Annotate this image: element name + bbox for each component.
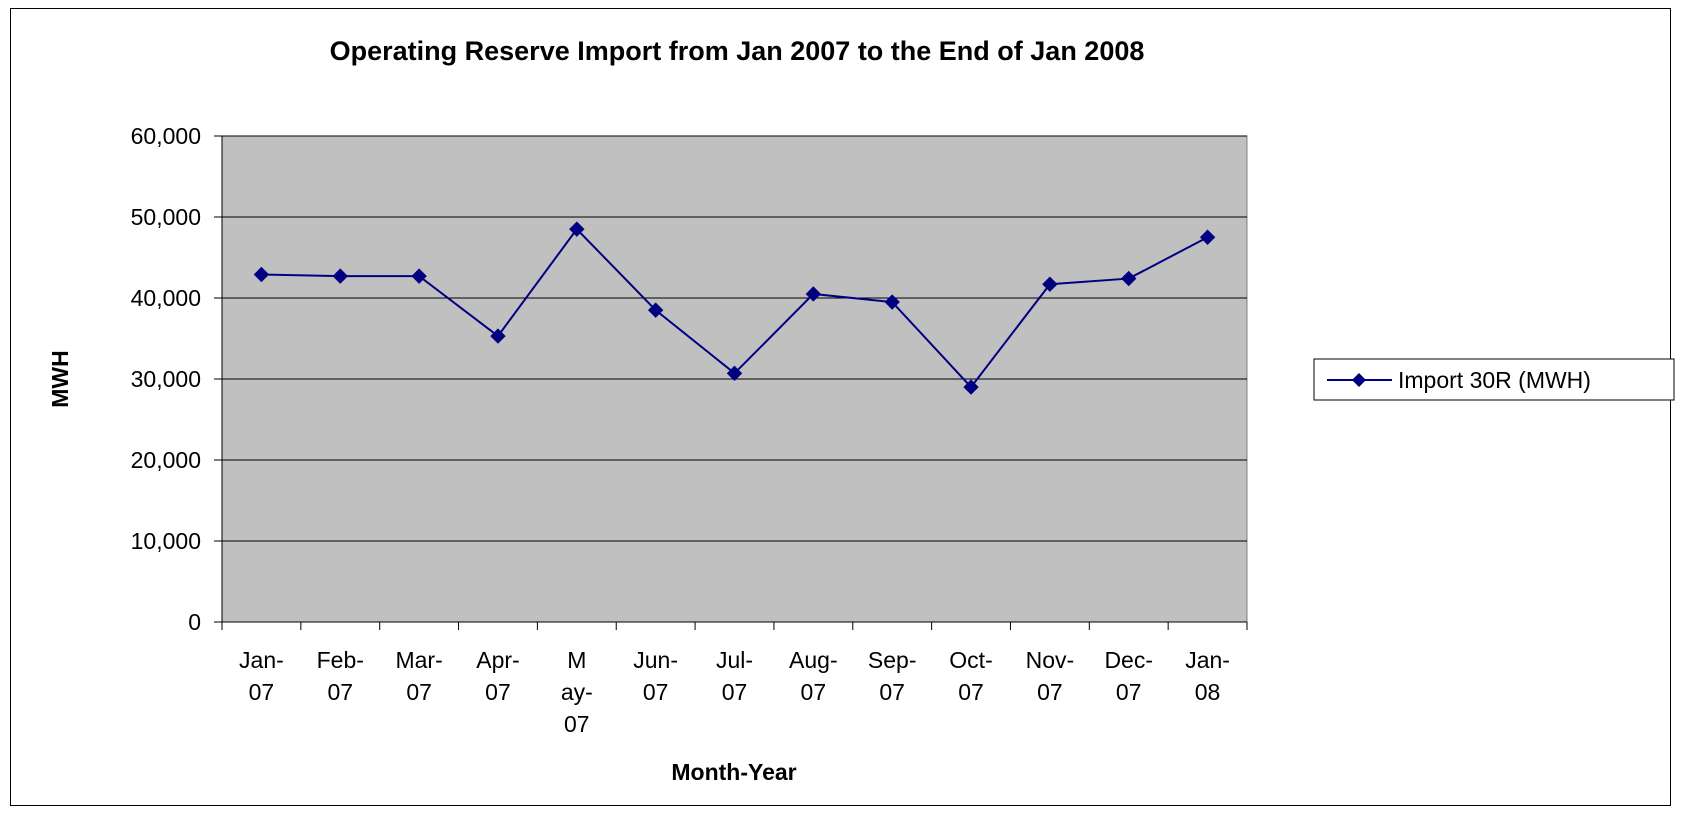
x-axis-title: Month-Year: [671, 759, 796, 785]
x-tick-label: Jan-07: [239, 647, 284, 705]
data-point-marker: [569, 221, 585, 237]
x-tick-label: Aug-07: [789, 647, 838, 705]
x-axis-ticks: Jan-07 Feb-07 Mar-07 Apr-07 M ay-07 Jun-07 Jul-…: [239, 647, 1230, 737]
y-tick-label: 30,000: [131, 366, 201, 392]
data-point-marker: [1121, 270, 1137, 287]
data-point-marker: [490, 328, 506, 344]
y-tick-label: 60,000: [131, 123, 201, 149]
legend-marker-diamond: [1352, 373, 1366, 387]
x-tick-label: Mar-07: [395, 647, 442, 705]
x-tick-label: Nov-07: [1026, 647, 1075, 705]
y-tick-label: 0: [188, 609, 201, 635]
data-point-marker: [1199, 229, 1216, 245]
data-point-marker: [253, 266, 270, 283]
x-tick-label: Sep-07: [868, 647, 917, 705]
y-axis-ticks: 0 10,000 20,000 30,000 40,000 50,000 60,000: [131, 123, 201, 635]
legend-label: Import 30R (MWH): [1398, 367, 1591, 393]
data-point-marker: [647, 302, 664, 318]
data-point-marker: [411, 268, 427, 284]
chart-title: Operating Reserve Import from Jan 2007 t…: [330, 36, 1145, 66]
series-layer: [253, 221, 1216, 395]
y-axis-title: MWH: [47, 350, 73, 407]
chart-frame: [10, 8, 1671, 806]
x-tick-label: Jul-07: [716, 647, 753, 705]
gridlines: [222, 135, 1247, 542]
axes: [214, 135, 1248, 630]
y-tick-label: 50,000: [131, 204, 201, 230]
data-point-marker: [726, 365, 743, 382]
x-tick-label: Dec-07: [1104, 647, 1153, 705]
data-point-marker: [805, 286, 822, 302]
x-tick-label: Jan-08: [1185, 647, 1230, 705]
data-point-marker: [332, 268, 348, 284]
x-tick-label: Feb-07: [317, 647, 364, 705]
legend: Import 30R (MWH): [1313, 358, 1675, 401]
y-tick-label: 40,000: [131, 285, 201, 311]
x-tick-label: Apr-07: [476, 647, 519, 705]
data-point-marker: [884, 294, 900, 310]
y-tick-label: 20,000: [131, 447, 201, 473]
x-tick-label: Jun-07: [633, 647, 678, 705]
x-tick-label: Oct-07: [949, 647, 992, 705]
data-point-marker: [1042, 276, 1058, 292]
data-point-marker: [963, 379, 979, 395]
y-tick-label: 10,000: [131, 528, 201, 554]
